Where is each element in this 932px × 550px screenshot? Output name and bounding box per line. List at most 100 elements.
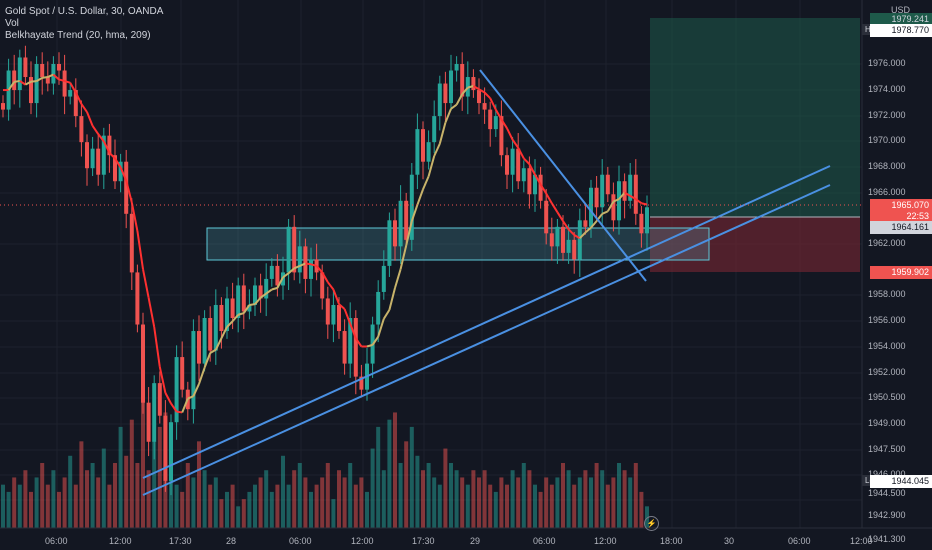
candle-body[interactable] [331,304,336,325]
descending-trendline[interactable] [479,69,647,282]
candle-body[interactable] [79,116,84,143]
candle-body[interactable] [135,272,140,325]
candle-body[interactable] [337,304,341,332]
candle-body[interactable] [516,148,521,182]
candle-body[interactable] [264,278,269,299]
ascending-trendline-upper[interactable] [142,165,831,479]
candle-body[interactable] [258,285,263,299]
candle-body[interactable] [34,64,39,104]
candle-body[interactable] [68,90,73,97]
symbol-title[interactable]: Gold Spot / U.S. Dollar, 30, OANDA [5,6,164,17]
candle-body[interactable] [572,239,577,260]
candle-body[interactable] [236,285,241,319]
candle-body[interactable] [645,207,649,234]
candle-body[interactable] [29,77,33,104]
candle-body[interactable] [85,142,89,169]
candle-body[interactable] [342,331,347,364]
candle-body[interactable] [437,83,442,117]
candle-body[interactable] [505,155,509,175]
candle-body[interactable] [583,220,588,227]
candle-body[interactable] [398,200,403,247]
candle-body[interactable] [286,226,291,273]
candle-body[interactable] [124,161,129,214]
candle-body[interactable] [169,422,173,481]
candle-body[interactable] [157,383,162,416]
candle-body[interactable] [409,174,414,240]
candle-body[interactable] [17,57,22,91]
candle-body[interactable] [118,161,123,182]
candle-body[interactable] [415,129,420,175]
candle-body[interactable] [174,357,179,423]
candle-body[interactable] [197,331,201,364]
candle-body[interactable] [460,64,465,97]
candle-body[interactable] [381,265,386,292]
candle-body[interactable] [454,64,459,71]
candle-body[interactable] [90,148,95,169]
candle-body[interactable] [73,90,78,117]
candle-body[interactable] [426,142,431,162]
candle-body[interactable] [617,181,621,221]
candle-body[interactable] [544,200,549,234]
candle-body[interactable] [527,168,532,195]
candle-body[interactable] [309,259,313,279]
candle-body[interactable] [146,402,151,442]
candle-body[interactable] [533,174,537,195]
candle-body[interactable] [443,83,448,104]
ascending-trendline-lower[interactable] [142,184,831,496]
candle-body[interactable] [113,155,117,182]
candle-body[interactable] [163,415,168,481]
candle-body[interactable] [107,135,112,156]
lightning-icon[interactable]: ⚡ [644,516,659,531]
candle-body[interactable] [633,174,638,214]
candle-body[interactable] [269,265,274,279]
candle-body[interactable] [96,148,101,175]
candle-body[interactable] [471,77,476,91]
candle-body[interactable] [62,70,67,97]
candle-body[interactable] [639,213,644,234]
candle-body[interactable] [510,148,515,175]
candle-body[interactable] [549,233,554,247]
candle-body[interactable] [577,220,582,260]
trend-indicator-label[interactable]: Belkhayate Trend (20, hma, 209) [5,30,151,41]
candle-body[interactable] [493,116,498,130]
candle-body[interactable] [129,213,134,273]
candle-body[interactable] [40,64,45,78]
candle-body[interactable] [449,70,453,104]
candle-body[interactable] [297,246,302,273]
candle-body[interactable] [376,291,381,325]
candle-body[interactable] [482,103,487,110]
candle-body[interactable] [202,318,207,364]
candle-body[interactable] [225,298,229,332]
candle-body[interactable] [499,116,504,156]
candle-body[interactable] [253,285,257,305]
candle-body[interactable] [561,226,565,253]
candle-body[interactable] [600,174,605,208]
candle-body[interactable] [477,90,481,104]
candle-body[interactable] [241,285,246,312]
candle-body[interactable] [191,331,196,410]
candle-body[interactable] [101,135,106,175]
candle-body[interactable] [393,220,397,247]
volume-indicator-label[interactable]: Vol [5,18,19,29]
candle-body[interactable] [628,174,633,201]
candle-body[interactable] [219,304,224,332]
candle-body[interactable] [247,304,252,312]
candle-body[interactable] [589,187,593,227]
candle-body[interactable] [538,174,543,201]
candle-body[interactable] [622,181,627,201]
candle-body[interactable] [208,318,213,351]
candle-body[interactable] [594,187,599,208]
candle-body[interactable] [23,57,28,78]
candle-body[interactable] [180,357,185,390]
candle-body[interactable] [51,64,56,84]
candle-body[interactable] [611,194,616,221]
candle-body[interactable] [275,265,280,286]
candle-body[interactable] [152,383,157,442]
candle-body[interactable] [45,77,50,84]
candle-body[interactable] [292,226,297,273]
candle-body[interactable] [141,324,145,403]
candle-body[interactable] [230,298,235,319]
candle-body[interactable] [359,376,364,390]
